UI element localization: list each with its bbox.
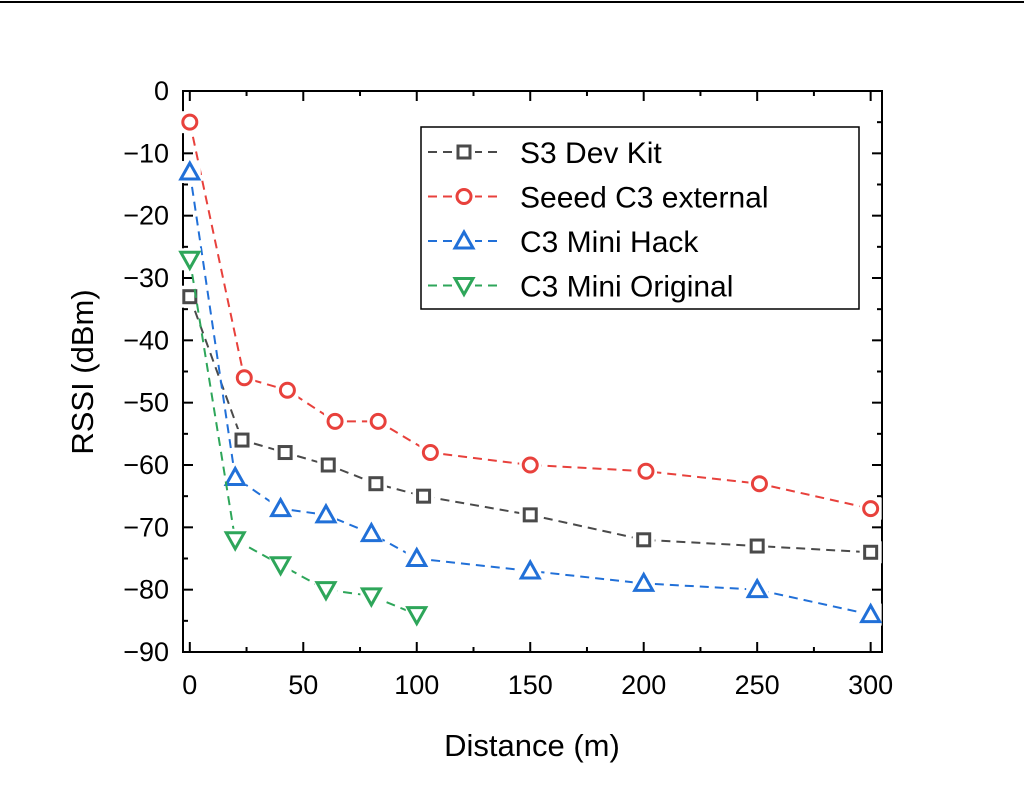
x-tick-label: 250 xyxy=(735,670,780,700)
legend-item: C3 Mini Original xyxy=(428,271,733,304)
y-tick-label: −10 xyxy=(123,138,169,168)
marker-mask xyxy=(231,429,254,452)
data-point xyxy=(269,556,293,577)
data-point xyxy=(235,369,253,387)
marker-mask xyxy=(746,535,769,558)
series-3 xyxy=(178,159,883,626)
y-axis-title: RSSI (dBm) xyxy=(65,289,100,454)
y-tick-label: −50 xyxy=(123,388,169,418)
data-point xyxy=(859,602,883,624)
marker-mask xyxy=(269,497,292,520)
marker-mask xyxy=(364,472,387,495)
y-tick-label: −20 xyxy=(123,201,169,231)
legend-label: Seeed C3 external xyxy=(520,182,769,215)
series-group xyxy=(178,111,883,627)
data-point xyxy=(636,532,652,548)
series-line xyxy=(188,121,871,510)
data-point xyxy=(320,457,336,473)
y-tick-label: −70 xyxy=(123,512,169,542)
y-tick-label: −40 xyxy=(123,325,169,355)
marker-mask xyxy=(274,441,297,464)
data-point xyxy=(326,412,344,430)
legend-label: C3 Mini Hack xyxy=(520,226,699,259)
legend: S3 Dev Kit Seeed C3 external C3 Mini Hack C… xyxy=(420,126,860,310)
y-tick-label: −60 xyxy=(123,450,169,480)
x-tick-label: 300 xyxy=(848,670,893,700)
marker-mask xyxy=(519,503,542,526)
axes: 0 50 100 150 200 250 300 0 −10 −20 −30 −40 −50 −60 −70… xyxy=(123,76,893,700)
data-point xyxy=(269,496,293,518)
marker-mask xyxy=(859,541,882,564)
series-line xyxy=(188,259,418,616)
legend-item: Seeed C3 external xyxy=(428,182,769,215)
data-point xyxy=(637,462,655,480)
y-tick-label: 0 xyxy=(154,76,169,106)
legend-marker xyxy=(452,277,476,298)
data-point xyxy=(405,546,429,567)
legend-marker xyxy=(452,228,476,250)
legend-item: C3 Mini Hack xyxy=(428,226,699,259)
data-point xyxy=(421,444,439,462)
data-point xyxy=(234,432,250,448)
data-point xyxy=(522,507,538,523)
data-point xyxy=(223,531,247,552)
data-point xyxy=(405,606,429,627)
series-line xyxy=(188,296,871,554)
data-point xyxy=(359,521,383,543)
data-point xyxy=(632,571,656,592)
data-point xyxy=(750,475,768,493)
y-tick-label: −30 xyxy=(123,263,169,293)
legend-label: C3 Mini Original xyxy=(520,271,733,304)
legend-marker xyxy=(456,144,472,160)
data-point xyxy=(314,581,338,602)
data-point xyxy=(223,465,247,486)
data-point xyxy=(278,381,296,399)
data-point xyxy=(178,159,202,181)
x-tick-label: 150 xyxy=(508,670,553,700)
series-1 xyxy=(178,285,882,564)
marker-mask xyxy=(317,454,340,476)
x-tick-label: 200 xyxy=(621,670,666,700)
data-point xyxy=(745,577,769,599)
x-axis-title: Distance (m) xyxy=(444,728,620,763)
marker-mask xyxy=(412,485,435,508)
data-point xyxy=(518,558,542,580)
legend-marker xyxy=(455,188,473,205)
legend-label: S3 Dev Kit xyxy=(520,137,662,170)
data-point xyxy=(314,502,338,524)
marker-mask xyxy=(453,141,475,163)
series-2 xyxy=(178,111,882,520)
x-tick-label: 50 xyxy=(288,670,318,700)
x-tick-label: 100 xyxy=(394,670,439,700)
series-4 xyxy=(178,248,429,627)
data-point xyxy=(521,456,539,474)
x-tick-label: 0 xyxy=(182,670,197,700)
data-point xyxy=(277,445,293,461)
y-tick-label: −90 xyxy=(123,637,169,667)
data-point xyxy=(416,488,432,504)
y-tick-label: −80 xyxy=(123,575,169,605)
data-point xyxy=(862,500,880,518)
data-point xyxy=(749,538,765,554)
legend-item: S3 Dev Kit xyxy=(428,137,662,170)
legend-box xyxy=(420,126,860,310)
data-point xyxy=(369,412,387,430)
data-point xyxy=(368,476,384,492)
data-point xyxy=(359,587,383,608)
data-point xyxy=(863,544,879,560)
data-point xyxy=(181,113,199,131)
series-line xyxy=(188,171,871,616)
data-point xyxy=(178,250,202,272)
marker-mask xyxy=(632,528,655,551)
